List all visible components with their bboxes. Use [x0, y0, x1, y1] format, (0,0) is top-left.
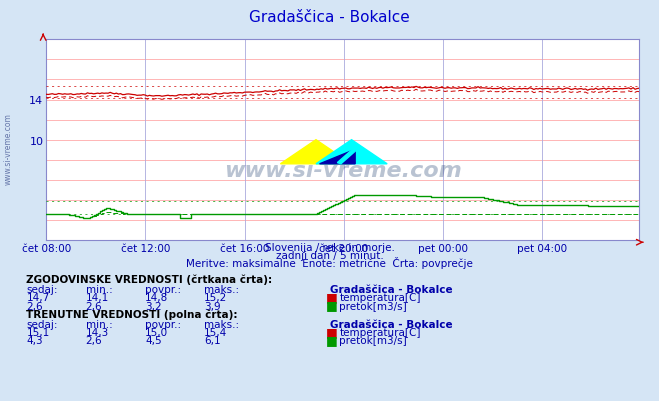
- Text: Gradaščica - Bokalce: Gradaščica - Bokalce: [330, 319, 452, 329]
- Text: 15,2: 15,2: [204, 293, 227, 303]
- Text: Slovenija / reke in morje.: Slovenija / reke in morje.: [264, 243, 395, 253]
- Text: ■: ■: [326, 333, 338, 346]
- Text: ■: ■: [326, 291, 338, 304]
- Text: 14,1: 14,1: [86, 293, 109, 303]
- Text: 15,1: 15,1: [26, 327, 49, 337]
- Text: 4,5: 4,5: [145, 335, 161, 345]
- Text: min.:: min.:: [86, 319, 113, 329]
- Text: 3,9: 3,9: [204, 301, 221, 311]
- Text: www.si-vreme.com: www.si-vreme.com: [4, 113, 13, 184]
- Text: 6,1: 6,1: [204, 335, 221, 345]
- Text: pretok[m3/s]: pretok[m3/s]: [339, 301, 407, 311]
- Text: zadnji dan / 5 minut.: zadnji dan / 5 minut.: [275, 251, 384, 261]
- Text: 15,0: 15,0: [145, 327, 168, 337]
- Text: Meritve: maksimalne  Enote: metrične  Črta: povprečje: Meritve: maksimalne Enote: metrične Črta…: [186, 257, 473, 269]
- Text: 14,8: 14,8: [145, 293, 168, 303]
- Text: 2,6: 2,6: [86, 335, 102, 345]
- Text: 15,4: 15,4: [204, 327, 227, 337]
- Text: povpr.:: povpr.:: [145, 285, 181, 295]
- Text: www.si-vreme.com: www.si-vreme.com: [224, 160, 461, 180]
- Text: pretok[m3/s]: pretok[m3/s]: [339, 335, 407, 345]
- Text: ■: ■: [326, 325, 338, 338]
- Text: maks.:: maks.:: [204, 319, 239, 329]
- Text: 4,3: 4,3: [26, 335, 43, 345]
- Text: min.:: min.:: [86, 285, 113, 295]
- Text: TRENUTNE VREDNOSTI (polna črta):: TRENUTNE VREDNOSTI (polna črta):: [26, 309, 238, 320]
- Text: 2,6: 2,6: [26, 301, 43, 311]
- Text: ■: ■: [326, 299, 338, 312]
- Polygon shape: [281, 140, 352, 164]
- Text: 14,7: 14,7: [26, 293, 49, 303]
- Text: maks.:: maks.:: [204, 285, 239, 295]
- Polygon shape: [316, 140, 387, 164]
- Text: ZGODOVINSKE VREDNOSTI (črtkana črta):: ZGODOVINSKE VREDNOSTI (črtkana črta):: [26, 274, 272, 285]
- Text: sedaj:: sedaj:: [26, 285, 58, 295]
- Text: 3,2: 3,2: [145, 301, 161, 311]
- Polygon shape: [337, 148, 358, 164]
- Text: povpr.:: povpr.:: [145, 319, 181, 329]
- Text: temperatura[C]: temperatura[C]: [339, 327, 421, 337]
- Text: Gradaščica - Bokalce: Gradaščica - Bokalce: [330, 285, 452, 295]
- Text: Gradaščica - Bokalce: Gradaščica - Bokalce: [249, 10, 410, 25]
- Text: temperatura[C]: temperatura[C]: [339, 293, 421, 303]
- Text: sedaj:: sedaj:: [26, 319, 58, 329]
- Text: 2,6: 2,6: [86, 301, 102, 311]
- Text: 14,3: 14,3: [86, 327, 109, 337]
- Polygon shape: [320, 150, 355, 164]
